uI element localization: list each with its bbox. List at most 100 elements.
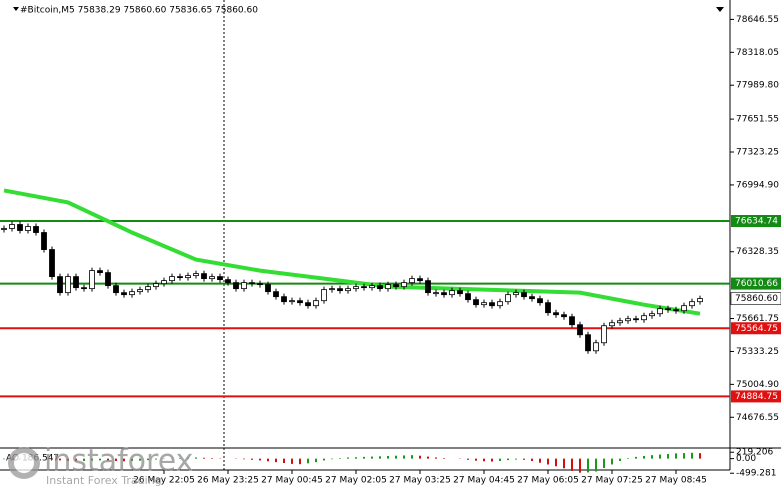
candle	[129, 291, 135, 296]
candle	[73, 276, 79, 289]
candle	[673, 309, 679, 312]
candle	[161, 280, 167, 285]
moving-average	[3, 188, 701, 316]
candle	[577, 324, 583, 336]
candle	[81, 287, 87, 290]
level-label: 74884.75	[735, 392, 778, 402]
candle	[121, 292, 127, 296]
candle	[601, 325, 607, 344]
candle	[177, 276, 183, 279]
y-tick-label: 75661.75	[736, 314, 779, 324]
candle	[329, 288, 335, 291]
candle	[697, 298, 703, 303]
candle	[185, 275, 191, 279]
x-tick-label: 26 May 22:05	[133, 476, 195, 486]
candle	[569, 316, 575, 326]
chart-title: #Bitcoin,M5 75838.29 75860.60 75836.65 7…	[20, 6, 258, 16]
candle	[681, 305, 687, 312]
tagline: Instant Forex Trading	[46, 474, 162, 487]
ao-tick-label: 0.00	[736, 454, 756, 464]
y-tick-label: 78318.05	[736, 48, 779, 58]
candle	[241, 282, 247, 290]
candle	[593, 342, 599, 352]
candle	[457, 290, 463, 295]
scroll-arrow	[716, 7, 724, 12]
candle	[65, 276, 71, 294]
candle	[17, 224, 23, 231]
candle	[633, 318, 639, 321]
candle	[649, 313, 655, 317]
candle	[409, 278, 415, 284]
candle	[233, 282, 239, 290]
candle	[105, 272, 111, 287]
candle	[265, 284, 271, 293]
candle	[609, 322, 615, 327]
candle	[57, 276, 63, 294]
candle	[297, 300, 303, 304]
level-label: 75564.75	[735, 324, 778, 334]
candle	[33, 226, 39, 233]
candle	[521, 292, 527, 298]
candle	[281, 296, 287, 303]
candle	[193, 273, 199, 277]
x-tick-label: 27 May 03:25	[389, 476, 451, 486]
candle	[209, 276, 215, 280]
candle	[641, 315, 647, 321]
candle	[217, 276, 223, 281]
candle	[497, 301, 503, 307]
candle	[25, 226, 31, 231]
level-label-bg	[731, 277, 781, 290]
level-label-bg	[731, 390, 781, 403]
level-label-bg	[731, 215, 781, 228]
y-tick-label: 78646.55	[736, 15, 779, 25]
candle	[137, 289, 143, 293]
candle	[345, 288, 351, 292]
candle	[377, 285, 383, 290]
candle	[465, 293, 471, 301]
x-tick-label: 27 May 07:25	[581, 476, 643, 486]
candle	[417, 278, 423, 282]
candle	[249, 282, 255, 285]
candle	[353, 286, 359, 290]
candle	[145, 286, 151, 291]
level-label: 76010.66	[735, 279, 778, 289]
y-tick-label: 77323.25	[736, 148, 779, 158]
x-tick-label: 26 May 23:25	[197, 476, 259, 486]
candle	[425, 280, 431, 294]
candle	[657, 308, 663, 315]
candle	[305, 302, 311, 307]
level-label-bg	[731, 322, 781, 335]
ao-tick-label: -499.281	[736, 469, 776, 479]
candle	[257, 283, 263, 286]
level-label: 76634.74	[735, 217, 778, 227]
candle	[561, 314, 567, 318]
candle	[49, 249, 55, 278]
candle	[393, 284, 399, 288]
candle	[513, 292, 519, 296]
y-tick-label: 74676.55	[736, 413, 779, 423]
candle	[337, 288, 343, 292]
candle	[585, 334, 591, 352]
brand: instaforex	[44, 444, 193, 479]
candle	[665, 308, 671, 311]
y-tick-label: 75333.25	[736, 347, 779, 357]
candle	[529, 296, 535, 300]
y-tick-label: 76328.35	[736, 247, 779, 257]
candle	[385, 284, 391, 290]
candle	[273, 291, 279, 298]
menu-arrow	[13, 7, 19, 11]
x-tick-label: 27 May 04:45	[453, 476, 515, 486]
candle	[449, 290, 455, 296]
y-tick-label: 75004.90	[736, 380, 779, 390]
candle	[489, 302, 495, 307]
candle	[41, 232, 47, 250]
candle	[545, 302, 551, 314]
candle	[153, 283, 159, 288]
candle	[113, 285, 119, 294]
candle	[361, 286, 367, 289]
candle	[369, 285, 375, 289]
candle	[625, 318, 631, 322]
last-price-label: 75860.60	[735, 294, 778, 304]
